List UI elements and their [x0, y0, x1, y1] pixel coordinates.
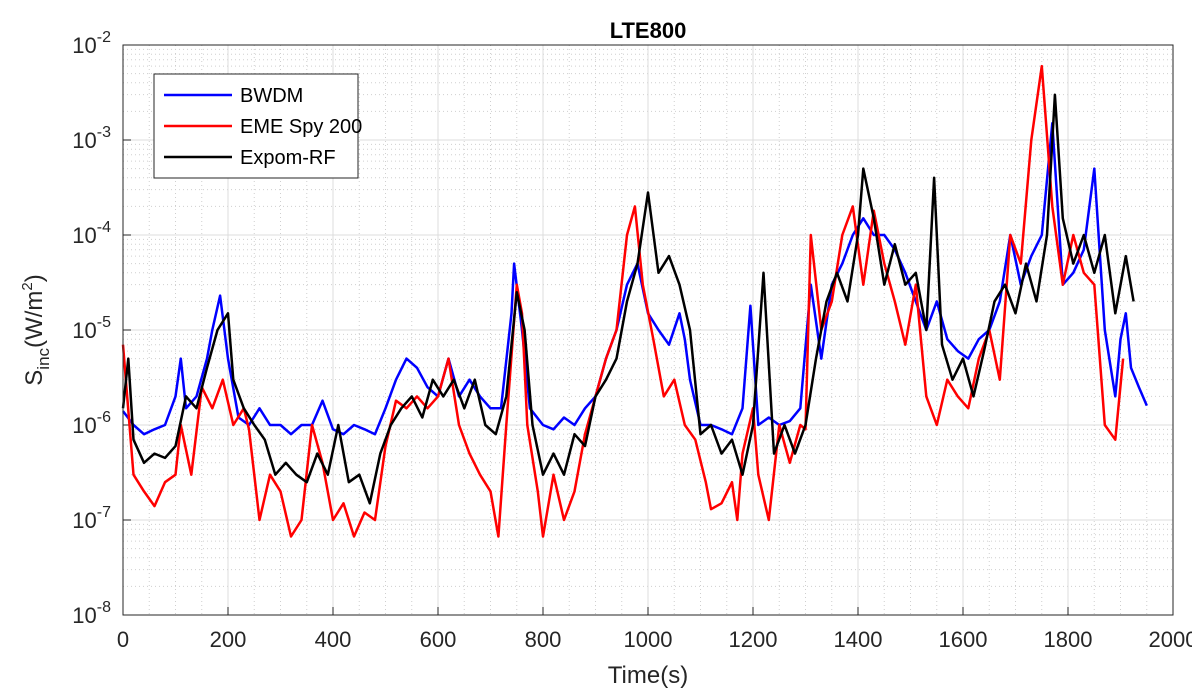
x-tick-label: 1600: [939, 627, 988, 652]
x-tick-label: 1000: [624, 627, 673, 652]
series-line-2: [121, 93, 1135, 505]
x-tick-labels: 0 200 400 600 800 1000 1200 1400 1600 1800 2000: [117, 627, 1192, 652]
x-tick-label: 1200: [729, 627, 778, 652]
y-tick-label: 10-3: [72, 124, 111, 153]
y-tick-label: 10-5: [72, 314, 111, 343]
y-axis-label: Sinc(W/m2): [19, 274, 53, 385]
x-tick-label: 0: [117, 627, 129, 652]
y-axis-label-unit: (W/m: [21, 291, 48, 348]
x-tick-label: 1800: [1044, 627, 1093, 652]
y-tick-label: 10-2: [72, 29, 111, 58]
y-axis-label-unit-close: ): [21, 274, 48, 282]
legend-label-bwdm: BWDM: [240, 85, 303, 107]
x-tick-label: 200: [210, 627, 247, 652]
y-axis-label-main: S: [21, 370, 48, 386]
x-tick-label: 1400: [834, 627, 883, 652]
y-axis-label-unit-sup: 2: [19, 282, 36, 290]
x-tick-label: 400: [315, 627, 352, 652]
y-tick-label: 10-8: [72, 599, 111, 628]
x-tick-label: 800: [525, 627, 562, 652]
legend-label-eme-spy: EME Spy 200: [240, 116, 362, 138]
x-tick-label: 2000: [1149, 627, 1192, 652]
x-axis-label: Time(s): [608, 662, 688, 689]
legend: BWDM EME Spy 200 Expom-RF: [153, 73, 362, 179]
axes-box: [122, 44, 1174, 616]
y-tick-label: 10-7: [72, 504, 111, 533]
chart-title: LTE800: [610, 18, 687, 43]
series-line-1: [121, 64, 1125, 538]
series-layer: [121, 64, 1148, 538]
y-axis-label-sub: inc: [34, 347, 53, 369]
legend-label-expom-rf: Expom-RF: [240, 147, 336, 169]
y-tick-label: 10-6: [72, 409, 111, 438]
y-tick-labels: 10-8 10-7 10-6 10-5 10-4 10-3 10-2: [72, 29, 111, 628]
x-tick-label: 600: [420, 627, 457, 652]
y-tick-label: 10-4: [72, 219, 111, 248]
